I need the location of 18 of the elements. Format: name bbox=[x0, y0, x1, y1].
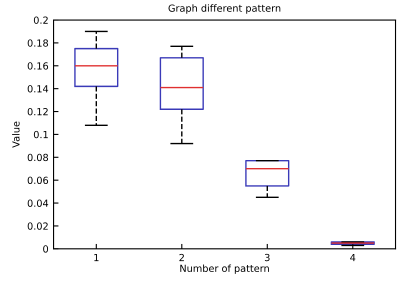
y-tick-label: 0.16 bbox=[28, 62, 48, 70]
y-tick-label: 0.04 bbox=[28, 200, 48, 207]
y-axis-title: Value bbox=[12, 122, 20, 148]
y-tick-label: 0.12 bbox=[28, 108, 48, 116]
x-tick-label: 4 bbox=[350, 254, 356, 262]
y-tick-label: 0 bbox=[43, 245, 48, 253]
x-axis-title: Number of pattern bbox=[180, 264, 269, 274]
y-tick-label: 0.2 bbox=[34, 16, 48, 24]
y-tick-label: 0.06 bbox=[28, 176, 48, 184]
x-tick-label: 1 bbox=[94, 254, 98, 262]
x-tick-label: 2 bbox=[179, 254, 184, 262]
y-tick-label: 0.02 bbox=[28, 222, 48, 230]
y-tick-label: 0.14 bbox=[28, 85, 48, 92]
y-tick-label: 0.1 bbox=[34, 130, 48, 138]
x-tick-label: 3 bbox=[264, 254, 270, 262]
y-tick-label: 0.18 bbox=[28, 39, 48, 47]
y-tick-label: 0.08 bbox=[28, 154, 48, 162]
chart-title: Graph different pattern bbox=[168, 4, 280, 14]
